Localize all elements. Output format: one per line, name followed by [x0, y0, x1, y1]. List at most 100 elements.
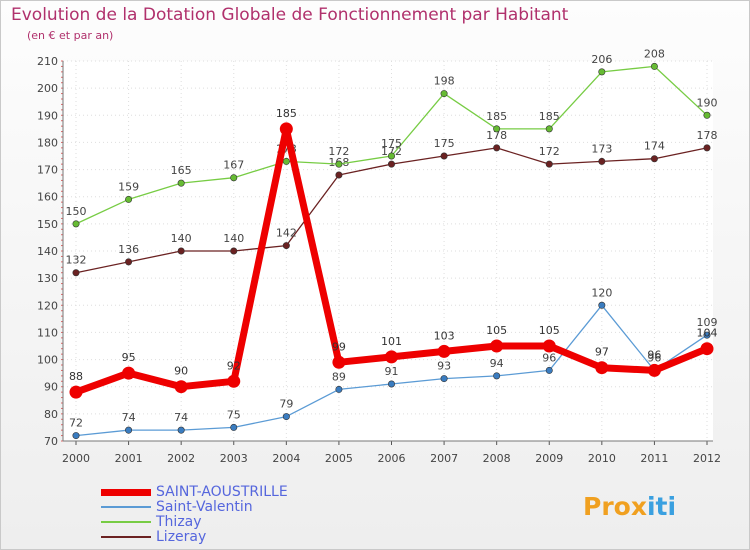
data-label-saint-aoustrille: 97 — [595, 346, 609, 359]
data-point-lizeray — [282, 242, 290, 250]
data-label-saint-aoustrille: 99 — [332, 340, 346, 353]
data-point-thizay — [125, 195, 133, 203]
data-point-saint-aoustrille — [700, 342, 714, 356]
data-point-lizeray — [703, 144, 711, 152]
legend-swatch — [101, 536, 151, 538]
data-point-saint-aoustrille — [647, 363, 661, 377]
data-label-saint-aoustrille: 104 — [697, 327, 718, 340]
x-tick-label: 2011 — [640, 452, 668, 465]
data-label-saint-aoustrille: 90 — [174, 365, 188, 378]
data-label-thizay: 172 — [328, 145, 349, 158]
data-label-thizay: 198 — [434, 75, 455, 88]
data-label-saint-valentin: 96 — [542, 351, 556, 364]
data-label-saint-valentin: 96 — [647, 351, 661, 364]
legend-swatch — [101, 506, 151, 508]
legend-swatch — [101, 521, 151, 523]
y-tick-label: 80 — [44, 408, 58, 421]
x-tick-label: 2007 — [430, 452, 458, 465]
data-point-lizeray — [177, 247, 185, 255]
x-tick-label: 2005 — [325, 452, 353, 465]
data-label-saint-valentin: 74 — [122, 411, 136, 424]
data-label-saint-valentin: 109 — [697, 316, 718, 329]
data-label-thizay: 185 — [486, 110, 507, 123]
legend-label: Lizeray — [156, 529, 207, 545]
data-label-saint-aoustrille: 185 — [276, 107, 297, 120]
data-point-lizeray — [650, 155, 658, 163]
data-point-saint-valentin — [703, 331, 711, 339]
data-label-saint-aoustrille: 101 — [381, 335, 402, 348]
data-point-saint-valentin — [125, 426, 133, 434]
data-label-thizay: 208 — [644, 47, 665, 60]
data-point-saint-aoustrille — [542, 339, 556, 353]
x-tick-label: 2006 — [378, 452, 406, 465]
y-tick-label: 120 — [37, 299, 58, 312]
data-label-saint-valentin: 89 — [332, 370, 346, 383]
data-point-thizay — [440, 90, 448, 98]
data-point-saint-aoustrille — [595, 361, 609, 375]
data-point-thizay — [387, 152, 395, 160]
data-point-thizay — [650, 62, 658, 70]
data-label-lizeray: 172 — [381, 145, 402, 158]
y-tick-label: 170 — [37, 164, 58, 177]
data-point-lizeray — [335, 171, 343, 179]
data-label-lizeray: 175 — [434, 137, 455, 150]
data-label-lizeray: 142 — [276, 227, 297, 240]
legend-swatch — [101, 488, 151, 496]
data-point-thizay — [282, 157, 290, 165]
data-label-lizeray: 140 — [223, 232, 244, 245]
data-label-thizay: 167 — [223, 159, 244, 172]
data-label-thizay: 190 — [697, 96, 718, 109]
data-label-saint-aoustrille: 92 — [227, 359, 241, 372]
y-tick-label: 200 — [37, 82, 58, 95]
y-tick-label: 190 — [37, 109, 58, 122]
data-point-lizeray — [230, 247, 238, 255]
data-label-saint-aoustrille: 95 — [122, 351, 136, 364]
x-tick-label: 2002 — [167, 452, 195, 465]
x-tick-label: 2003 — [220, 452, 248, 465]
x-tick-label: 2012 — [693, 452, 721, 465]
proxiti-logo: Proxiti — [583, 492, 677, 521]
data-point-lizeray — [387, 160, 395, 168]
legend-label: SAINT-AOUSTRILLE — [156, 484, 288, 500]
data-label-saint-valentin: 72 — [69, 417, 83, 430]
data-point-thizay — [72, 220, 80, 228]
data-label-saint-aoustrille: 105 — [486, 324, 507, 337]
data-point-saint-valentin — [177, 426, 185, 434]
data-label-lizeray: 174 — [644, 140, 665, 153]
data-label-saint-valentin: 93 — [437, 360, 451, 373]
y-tick-label: 110 — [37, 326, 58, 339]
x-tick-label: 2001 — [115, 452, 143, 465]
data-label-saint-valentin: 75 — [227, 408, 241, 421]
data-point-saint-aoustrille — [385, 350, 398, 364]
y-tick-label: 160 — [37, 191, 58, 204]
legend-label: Saint-Valentin — [156, 499, 253, 515]
data-point-lizeray — [125, 258, 133, 266]
data-point-thizay — [230, 174, 238, 182]
y-tick-label: 130 — [37, 272, 58, 285]
data-point-saint-valentin — [230, 423, 238, 431]
data-point-saint-valentin — [598, 301, 606, 309]
data-point-saint-aoustrille — [227, 374, 241, 388]
legend-label: Thizay — [156, 514, 202, 530]
data-point-saint-valentin — [282, 413, 290, 421]
data-point-saint-aoustrille — [490, 339, 504, 353]
y-tick-label: 180 — [37, 136, 58, 149]
data-label-saint-valentin: 94 — [490, 357, 504, 370]
data-label-thizay: 175 — [381, 137, 402, 150]
data-label-saint-aoustrille: 96 — [647, 348, 661, 361]
data-point-saint-valentin — [335, 385, 343, 393]
data-point-lizeray — [493, 144, 501, 152]
data-label-saint-valentin: 91 — [385, 365, 399, 378]
y-tick-label: 150 — [37, 218, 58, 231]
chart-subtitle: (en € et par an) — [27, 29, 114, 42]
data-label-lizeray: 173 — [591, 142, 612, 155]
y-tick-label: 100 — [37, 354, 58, 367]
data-point-saint-aoustrille — [279, 122, 293, 136]
data-label-lizeray: 140 — [171, 232, 192, 245]
data-label-lizeray: 172 — [539, 145, 560, 158]
x-tick-label: 2000 — [62, 452, 90, 465]
x-tick-label: 2010 — [588, 452, 616, 465]
data-point-saint-valentin — [545, 366, 553, 374]
data-point-saint-aoustrille — [332, 355, 346, 369]
data-point-saint-valentin — [387, 380, 395, 388]
